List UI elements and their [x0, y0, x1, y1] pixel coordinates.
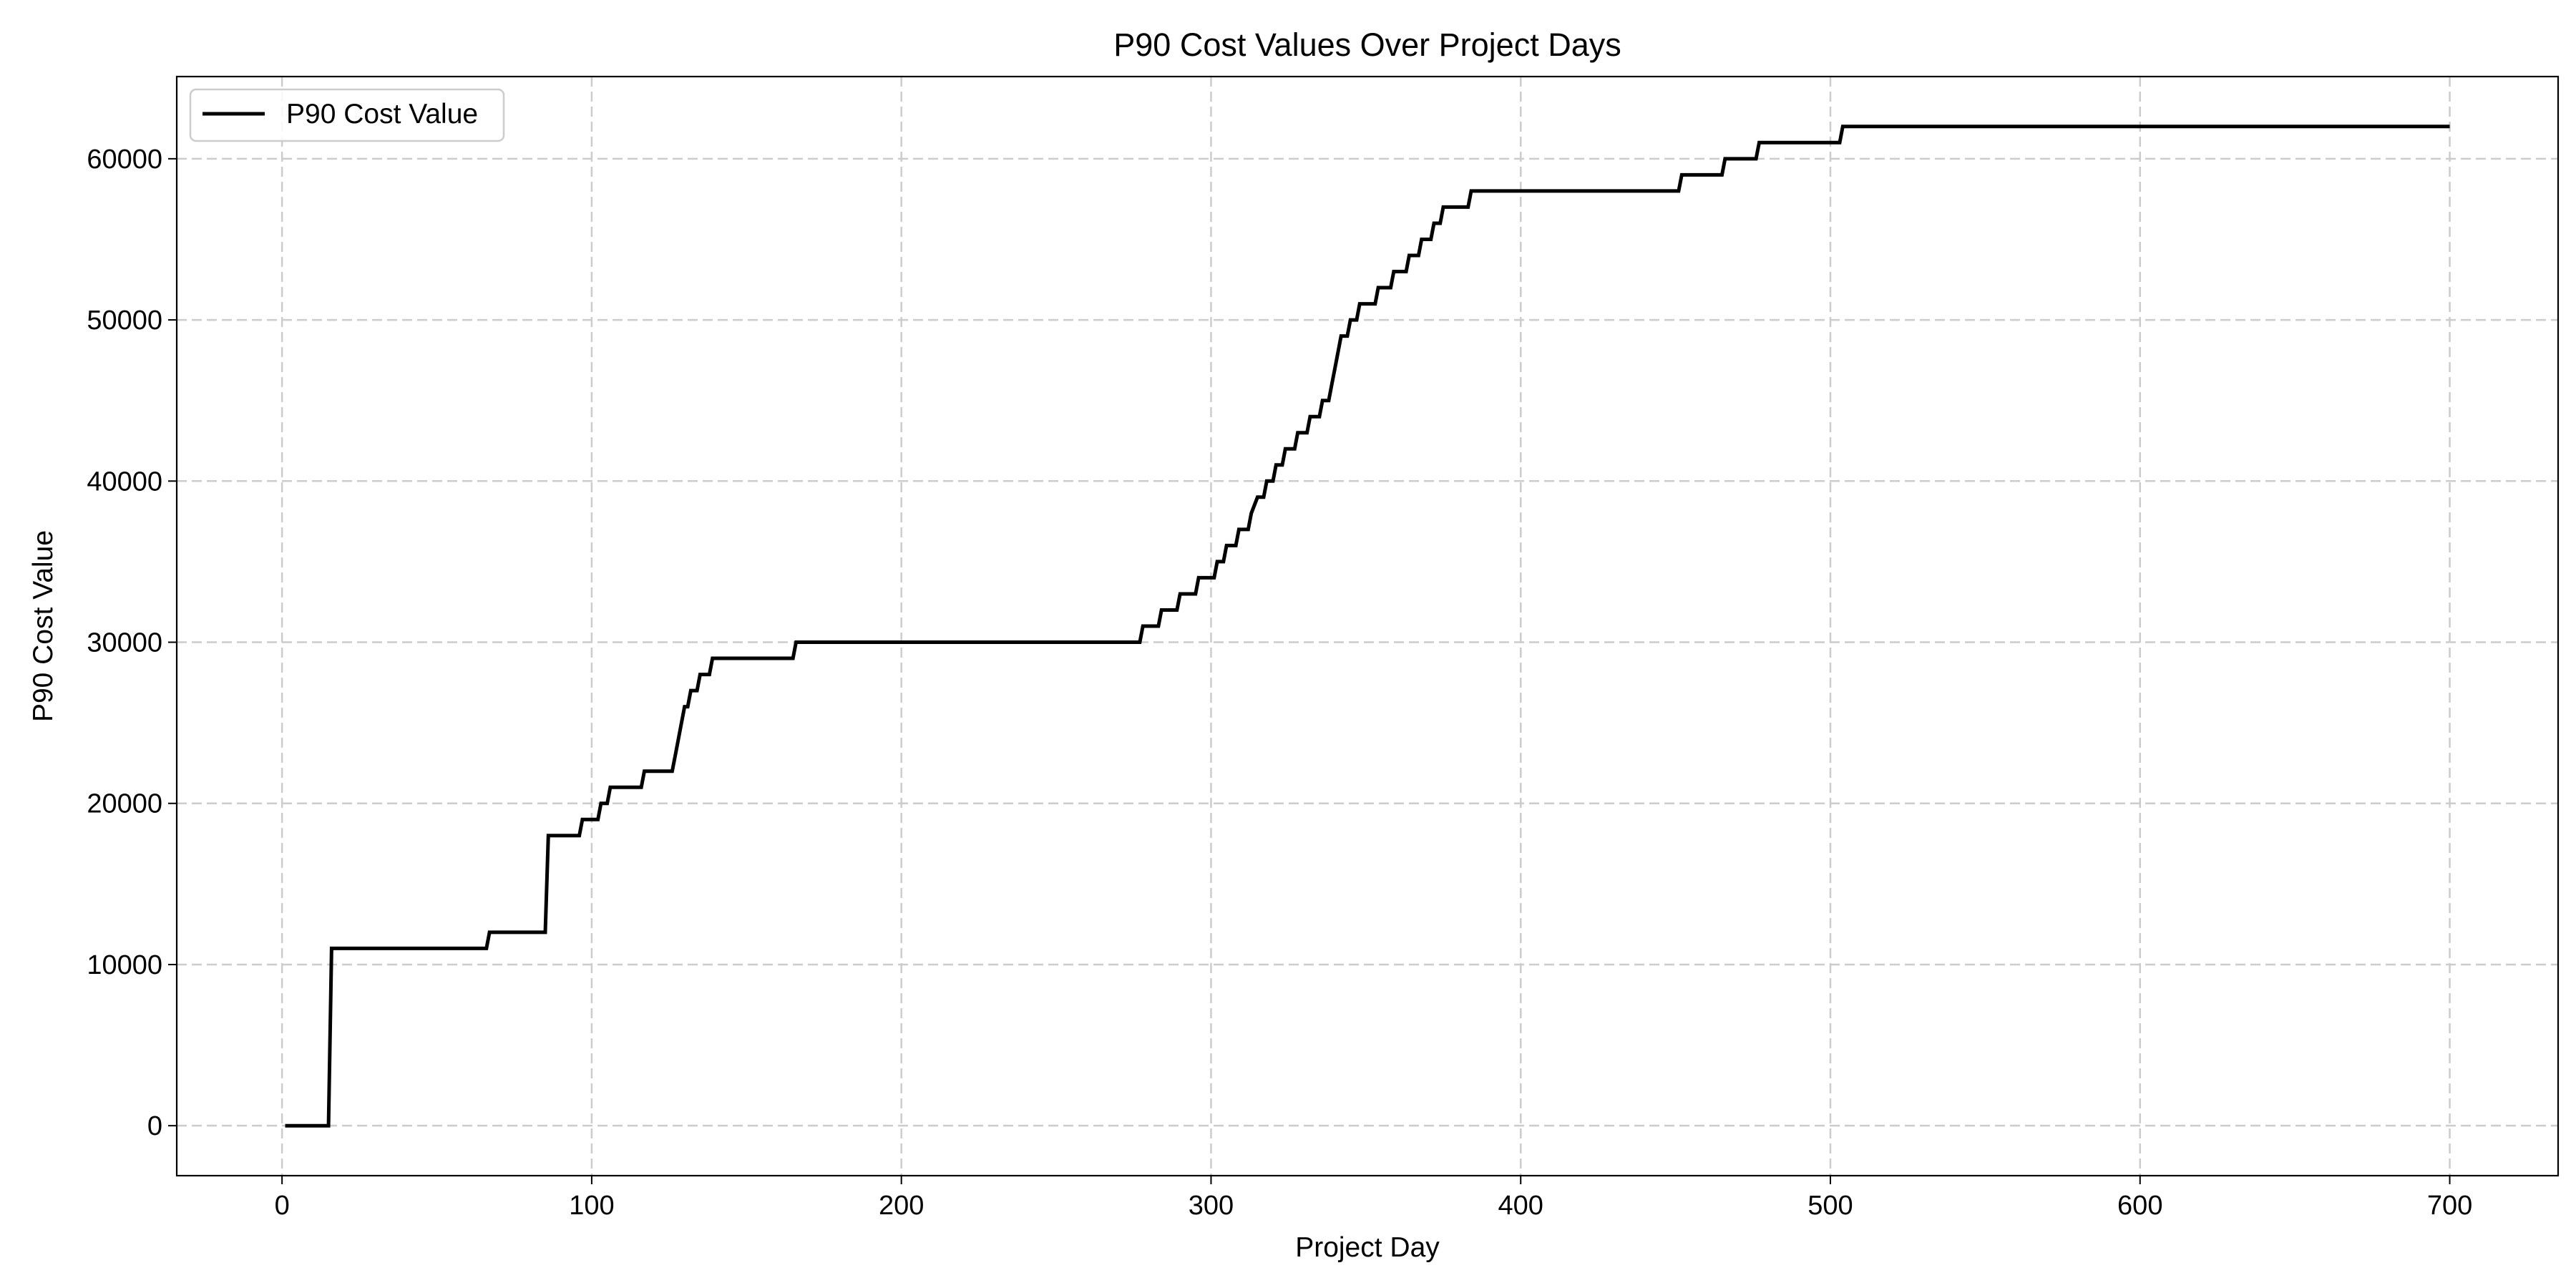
x-tick-label: 600: [2117, 1191, 2162, 1221]
y-tick-label: 30000: [87, 628, 162, 658]
x-tick-label: 0: [275, 1191, 290, 1221]
y-tick-label: 20000: [87, 789, 162, 819]
x-axis-label: Project Day: [1295, 1232, 1440, 1263]
series-line-0: [285, 125, 2450, 1128]
chart-title: P90 Cost Values Over Project Days: [1113, 26, 1621, 63]
series-layer: [285, 125, 2450, 1128]
x-tick-label: 100: [569, 1191, 614, 1221]
grid: [177, 77, 2558, 1176]
y-tick-label: 60000: [87, 145, 162, 175]
legend-box: [189, 88, 505, 142]
x-tick-label: 500: [1807, 1191, 1853, 1221]
y-tick-label: 40000: [87, 467, 162, 497]
legend: P90 Cost Value: [189, 88, 505, 142]
x-tick-label: 400: [1498, 1191, 1543, 1221]
y-tick-label: 0: [147, 1111, 162, 1141]
legend-label: P90 Cost Value: [286, 99, 478, 130]
x-tick-label: 300: [1189, 1191, 1234, 1221]
x-tick-label: 200: [879, 1191, 924, 1221]
plot-frame: [175, 75, 2560, 1177]
x-tick-label: 700: [2427, 1191, 2472, 1221]
ticks: 0 100 200 300 400 500 600 700 0 10000 20000 30000 40…: [87, 145, 2472, 1221]
y-tick-label: 50000: [87, 306, 162, 336]
y-tick-label: 10000: [87, 950, 162, 980]
y-axis-label: P90 Cost Value: [28, 530, 59, 722]
